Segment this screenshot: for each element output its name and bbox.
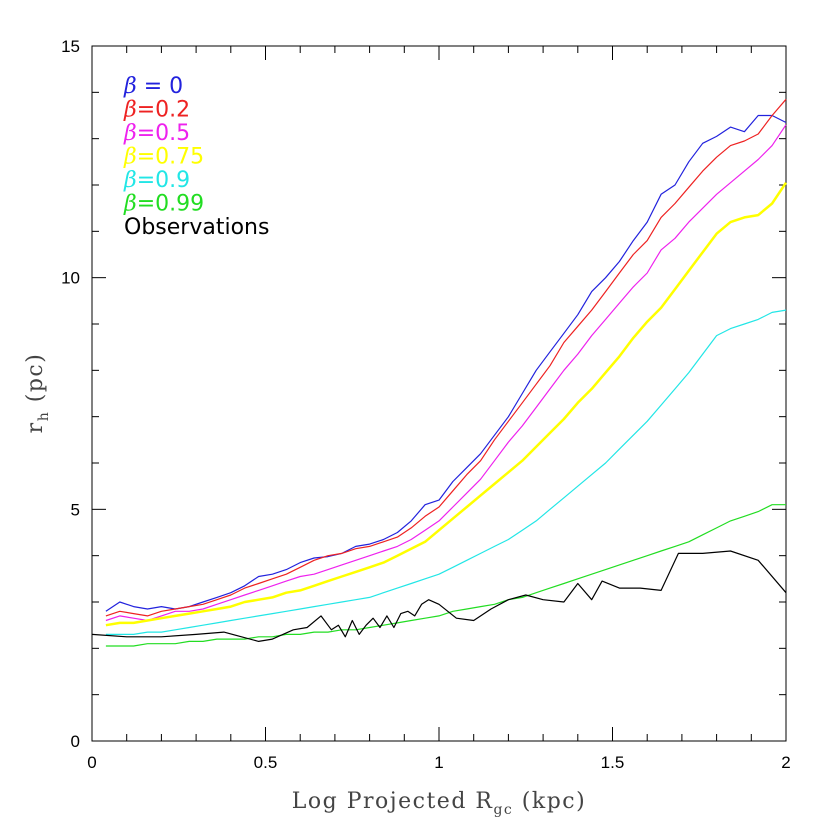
legend-entry: Observations bbox=[124, 215, 269, 240]
legend-entry: β = 0 bbox=[123, 74, 183, 99]
y-tick-label: 0 bbox=[71, 732, 80, 751]
x-axis-title: Log Projected Rgc (kpc) bbox=[292, 789, 586, 818]
series-line--0.9 bbox=[105, 309, 787, 636]
x-tick-label: 0.5 bbox=[254, 753, 278, 772]
x-tick-label: 2 bbox=[781, 753, 790, 772]
axis-tick-labels: 0 0.5 1 1.5 2 0 5 10 15 bbox=[61, 37, 791, 772]
x-tick-label: 1 bbox=[434, 753, 443, 772]
legend-entry: β=0.99 bbox=[123, 192, 204, 217]
series-line--0 bbox=[105, 114, 787, 612]
series-line--0.99 bbox=[105, 504, 786, 647]
axis-ticks bbox=[91, 45, 787, 742]
series-line--0.75 bbox=[105, 182, 788, 627]
y-tick-label: 5 bbox=[71, 500, 80, 519]
y-axis-title: rh (pc) bbox=[23, 353, 52, 434]
legend-entry: β=0.9 bbox=[123, 168, 190, 193]
series-line--0.2 bbox=[105, 98, 787, 617]
series-line--0.5 bbox=[105, 124, 787, 622]
y-tick-label: 15 bbox=[61, 37, 80, 56]
legend-entry: β=0.5 bbox=[123, 121, 190, 146]
series-line-observations bbox=[91, 550, 787, 643]
x-tick-label: 0 bbox=[87, 753, 96, 772]
legend-entry: β=0.75 bbox=[123, 145, 204, 170]
legend: β = 0β=0.2β=0.5β=0.75β=0.9β=0.99Observat… bbox=[123, 74, 269, 240]
x-tick-label: 1.5 bbox=[601, 753, 625, 772]
series-lines bbox=[91, 98, 788, 647]
y-tick-label: 10 bbox=[61, 269, 80, 288]
legend-entry: β=0.2 bbox=[123, 98, 190, 123]
